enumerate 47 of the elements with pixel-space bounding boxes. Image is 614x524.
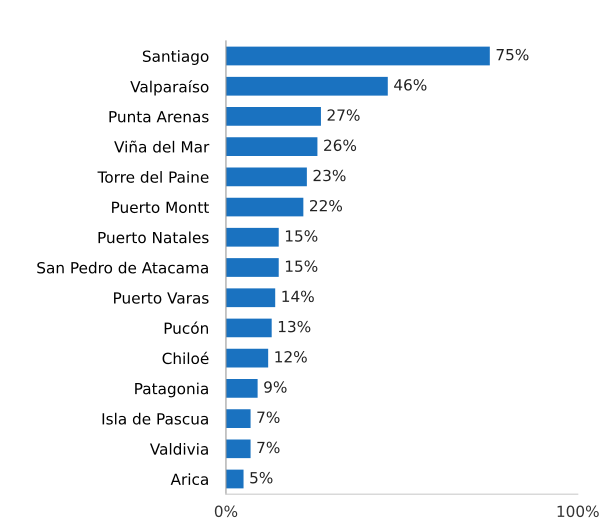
data-label: 75%	[496, 48, 528, 60]
data-label: 26%	[324, 140, 356, 152]
y-tick-label: Arica	[170, 473, 208, 486]
data-label: 46%	[394, 79, 426, 91]
y-tick-label: Patagonia	[135, 382, 208, 398]
y-tick-label: Chiloé	[162, 352, 208, 364]
y-tick-label: Puerto Montt	[112, 202, 209, 214]
bar	[226, 46, 490, 66]
y-tick-label: Viña del Mar	[114, 140, 210, 153]
data-label: 13%	[278, 320, 310, 332]
data-label: 23%	[314, 170, 346, 182]
y-tick-label: Puerto Varas	[114, 292, 209, 304]
bar	[226, 318, 272, 338]
data-label: 12%	[275, 351, 307, 363]
y-tick-label: Puerto Natales	[98, 231, 209, 244]
bar	[226, 439, 251, 458]
bar	[226, 76, 388, 96]
bar	[226, 470, 244, 488]
data-label: 14%	[282, 290, 314, 302]
data-label: 9%	[264, 381, 287, 393]
y-tick-label: Valparaíso	[130, 80, 208, 96]
data-label: 7%	[257, 411, 280, 424]
bar	[226, 258, 279, 277]
bar	[226, 288, 276, 308]
y-tick-label: Valdivia	[150, 443, 208, 455]
x-tick-label: 0%	[214, 506, 238, 518]
y-tick-label: Pucón	[164, 322, 208, 334]
bar	[226, 198, 304, 216]
data-label: 5%	[250, 472, 272, 484]
bar	[226, 167, 307, 186]
bar	[226, 348, 268, 368]
data-label: 15%	[286, 260, 318, 272]
y-tick-label: Santiago	[142, 50, 208, 65]
bar	[226, 228, 279, 247]
bar	[226, 379, 258, 398]
data-label: 27%	[328, 109, 360, 121]
bar	[226, 137, 318, 156]
y-tick-label: Punta Arenas	[109, 111, 209, 122]
x-tick-label: 100%	[558, 506, 599, 518]
y-tick-label: San Pedro de Atacama	[37, 262, 208, 274]
data-label: 22%	[310, 200, 342, 212]
data-label: 7%	[257, 442, 280, 454]
y-tick-label: Torre del Paine	[98, 171, 208, 183]
bar	[226, 107, 321, 126]
bar	[226, 409, 251, 428]
data-label: 15%	[286, 230, 318, 242]
y-tick-label: Isla de Pascua	[102, 412, 208, 425]
